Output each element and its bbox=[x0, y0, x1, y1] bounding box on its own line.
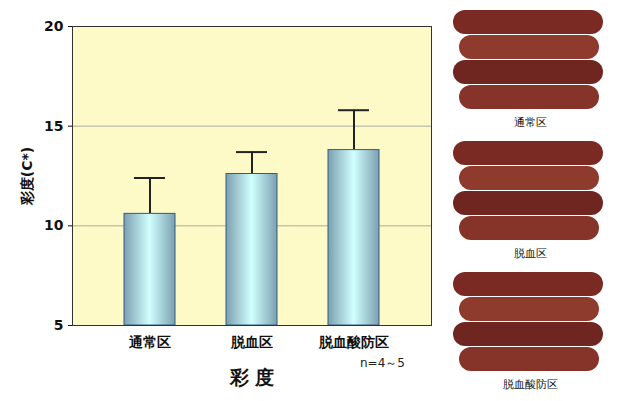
svg-text:彩 度: 彩 度 bbox=[229, 366, 275, 388]
svg-text:彩度(C*): 彩度(C*) bbox=[19, 147, 35, 206]
svg-text:15: 15 bbox=[44, 118, 63, 134]
svg-text:5: 5 bbox=[54, 317, 64, 333]
svg-text:10: 10 bbox=[44, 217, 64, 233]
svg-text:脱血酸防区: 脱血酸防区 bbox=[318, 334, 389, 350]
svg-text:通常区: 通常区 bbox=[128, 334, 171, 350]
html-text:脱血区: 脱血区 bbox=[513, 247, 547, 260]
svg-text:脱血区: 脱血区 bbox=[230, 334, 273, 350]
svg-text:20: 20 bbox=[44, 18, 64, 34]
html-text:n=4～5: n=4～5 bbox=[360, 356, 405, 370]
html-text:通常区: 通常区 bbox=[513, 116, 547, 129]
html-text:脱血酸防区: 脱血酸防区 bbox=[502, 378, 558, 391]
